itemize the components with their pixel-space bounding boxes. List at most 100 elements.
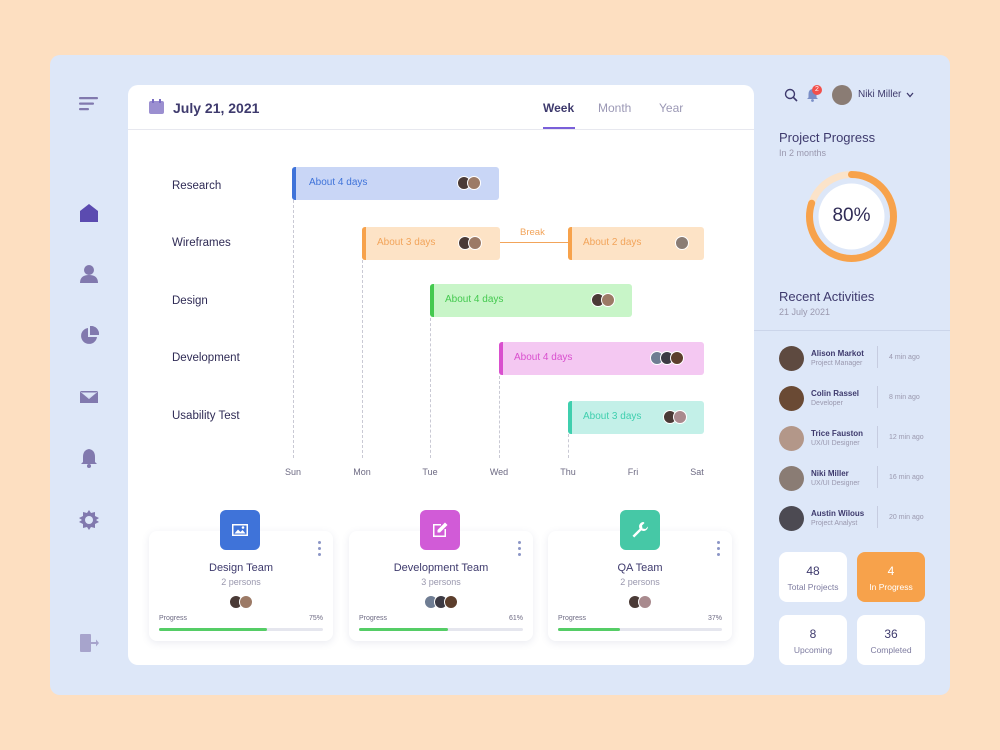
bar-duration: About 3 days <box>583 411 642 422</box>
user-icon[interactable] <box>79 264 99 284</box>
bar-duration: About 4 days <box>309 177 368 188</box>
task-bar-wireframes-1[interactable]: About 3 days <box>362 227 500 260</box>
break-connector <box>500 242 568 243</box>
home-icon[interactable] <box>79 203 99 223</box>
menu-icon[interactable] <box>79 94 99 114</box>
bar-duration: About 4 days <box>514 352 573 363</box>
team-name: Development Team <box>393 562 489 574</box>
assignee-avatars <box>457 176 481 190</box>
activity-user-name: Austin Wilous <box>811 509 865 518</box>
task-label-wireframes: Wireframes <box>172 237 231 249</box>
activity-item[interactable]: Trice Fauston UX/UI Designer 12 min ago <box>779 426 939 452</box>
task-bar-wireframes-2[interactable]: About 2 days <box>568 227 704 260</box>
team-avatars <box>149 595 333 609</box>
assignee-avatars <box>591 293 615 307</box>
stat-label: Total Projects <box>787 582 839 592</box>
activity-user-role: UX/UI Designer <box>811 480 860 487</box>
activity-item[interactable]: Alison Markot Project Manager 4 min ago <box>779 346 939 372</box>
activity-item[interactable]: Colin Rassel Developer 8 min ago <box>779 386 939 412</box>
task-bar-development[interactable]: About 4 days <box>499 342 704 375</box>
task-bar-design[interactable]: About 4 days <box>430 284 632 317</box>
logout-icon[interactable] <box>79 633 99 653</box>
stat-label: Completed <box>870 645 912 655</box>
activity-user-name: Niki Miller <box>811 469 849 478</box>
mail-icon[interactable] <box>79 387 99 407</box>
task-label-development: Development <box>172 352 240 364</box>
stat-label: Upcoming <box>793 645 833 655</box>
progress-bar <box>558 628 722 631</box>
team-persons: 2 persons <box>620 577 660 587</box>
stat-total-projects[interactable]: 48 Total Projects <box>779 552 847 602</box>
task-bar-usability-test[interactable]: About 3 days <box>568 401 704 434</box>
more-options-icon[interactable] <box>318 541 321 559</box>
more-options-icon[interactable] <box>518 541 521 559</box>
team-persons: 2 persons <box>221 577 261 587</box>
stat-value: 4 <box>887 564 895 578</box>
avatar[interactable] <box>832 85 852 105</box>
team-avatars <box>548 595 732 609</box>
divider <box>877 426 878 448</box>
tab-week[interactable]: Week <box>543 101 575 115</box>
section-divider <box>754 330 950 331</box>
more-options-icon[interactable] <box>717 541 720 559</box>
progress-percent: 61% <box>508 615 523 622</box>
project-progress-subtitle: In 2 months <box>779 148 827 158</box>
activity-user-role: UX/UI Designer <box>811 440 860 447</box>
stat-label: In Progress <box>869 582 913 592</box>
avatar <box>670 351 684 365</box>
day-guide <box>362 260 363 458</box>
divider <box>877 346 878 368</box>
assignee-avatars <box>675 236 689 250</box>
header-divider <box>128 129 754 130</box>
bell-icon[interactable] <box>79 448 99 468</box>
avatar <box>601 293 615 307</box>
progress-label: Progress <box>159 615 188 622</box>
search-icon[interactable] <box>784 88 798 102</box>
team-name: Design Team <box>209 562 273 574</box>
day-label-wed: Wed <box>489 467 509 477</box>
team-card-qa[interactable]: QA Team 2 persons Progress 37% <box>548 531 732 641</box>
progress-fill <box>359 628 448 631</box>
avatar <box>467 176 481 190</box>
progress-ring <box>806 171 897 262</box>
task-bar-research[interactable]: About 4 days <box>292 167 499 200</box>
bar-duration: About 4 days <box>445 294 504 305</box>
assignee-avatars <box>458 236 482 250</box>
activity-time: 12 min ago <box>889 434 924 441</box>
stat-completed[interactable]: 36 Completed <box>857 615 925 665</box>
user-name[interactable]: Niki Miller <box>858 89 902 100</box>
activity-time: 16 min ago <box>889 474 924 481</box>
calendar-icon <box>149 99 164 114</box>
activity-user-name: Alison Markot <box>811 349 864 358</box>
activity-user-name: Trice Fauston <box>811 429 864 438</box>
stat-in-progress[interactable]: 4 In Progress <box>857 552 925 602</box>
tab-year[interactable]: Year <box>659 101 684 115</box>
progress-percent: 75% <box>308 615 323 622</box>
day-guide <box>499 376 500 458</box>
day-guide <box>293 200 294 458</box>
avatar <box>779 346 804 371</box>
progress-label: Progress <box>558 615 587 622</box>
chevron-down-icon[interactable] <box>906 92 914 98</box>
activity-user-role: Project Analyst <box>811 520 858 527</box>
day-guide <box>568 434 569 458</box>
activity-user-role: Developer <box>811 400 843 407</box>
recent-activities-title: Recent Activities <box>779 289 875 304</box>
project-progress-title: Project Progress <box>779 130 876 145</box>
current-date: July 21, 2021 <box>173 100 260 116</box>
gear-icon[interactable] <box>79 510 99 530</box>
tab-month[interactable]: Month <box>598 101 632 115</box>
divider <box>877 466 878 488</box>
bar-duration: About 3 days <box>377 237 436 248</box>
day-label-sat: Sat <box>690 467 704 477</box>
progress-percent: 37% <box>707 615 722 622</box>
stat-upcoming[interactable]: 8 Upcoming <box>779 615 847 665</box>
bar-duration: About 2 days <box>583 237 642 248</box>
pie-chart-icon[interactable] <box>79 326 99 346</box>
assignee-avatars <box>650 351 684 365</box>
recent-activities-date: 21 July 2021 <box>779 307 831 317</box>
activity-item[interactable]: Austin Wilous Project Analyst 20 min ago <box>779 506 939 532</box>
activity-item[interactable]: Niki Miller UX/UI Designer 16 min ago <box>779 466 939 492</box>
team-avatars <box>349 595 533 609</box>
activity-time: 8 min ago <box>889 394 920 401</box>
